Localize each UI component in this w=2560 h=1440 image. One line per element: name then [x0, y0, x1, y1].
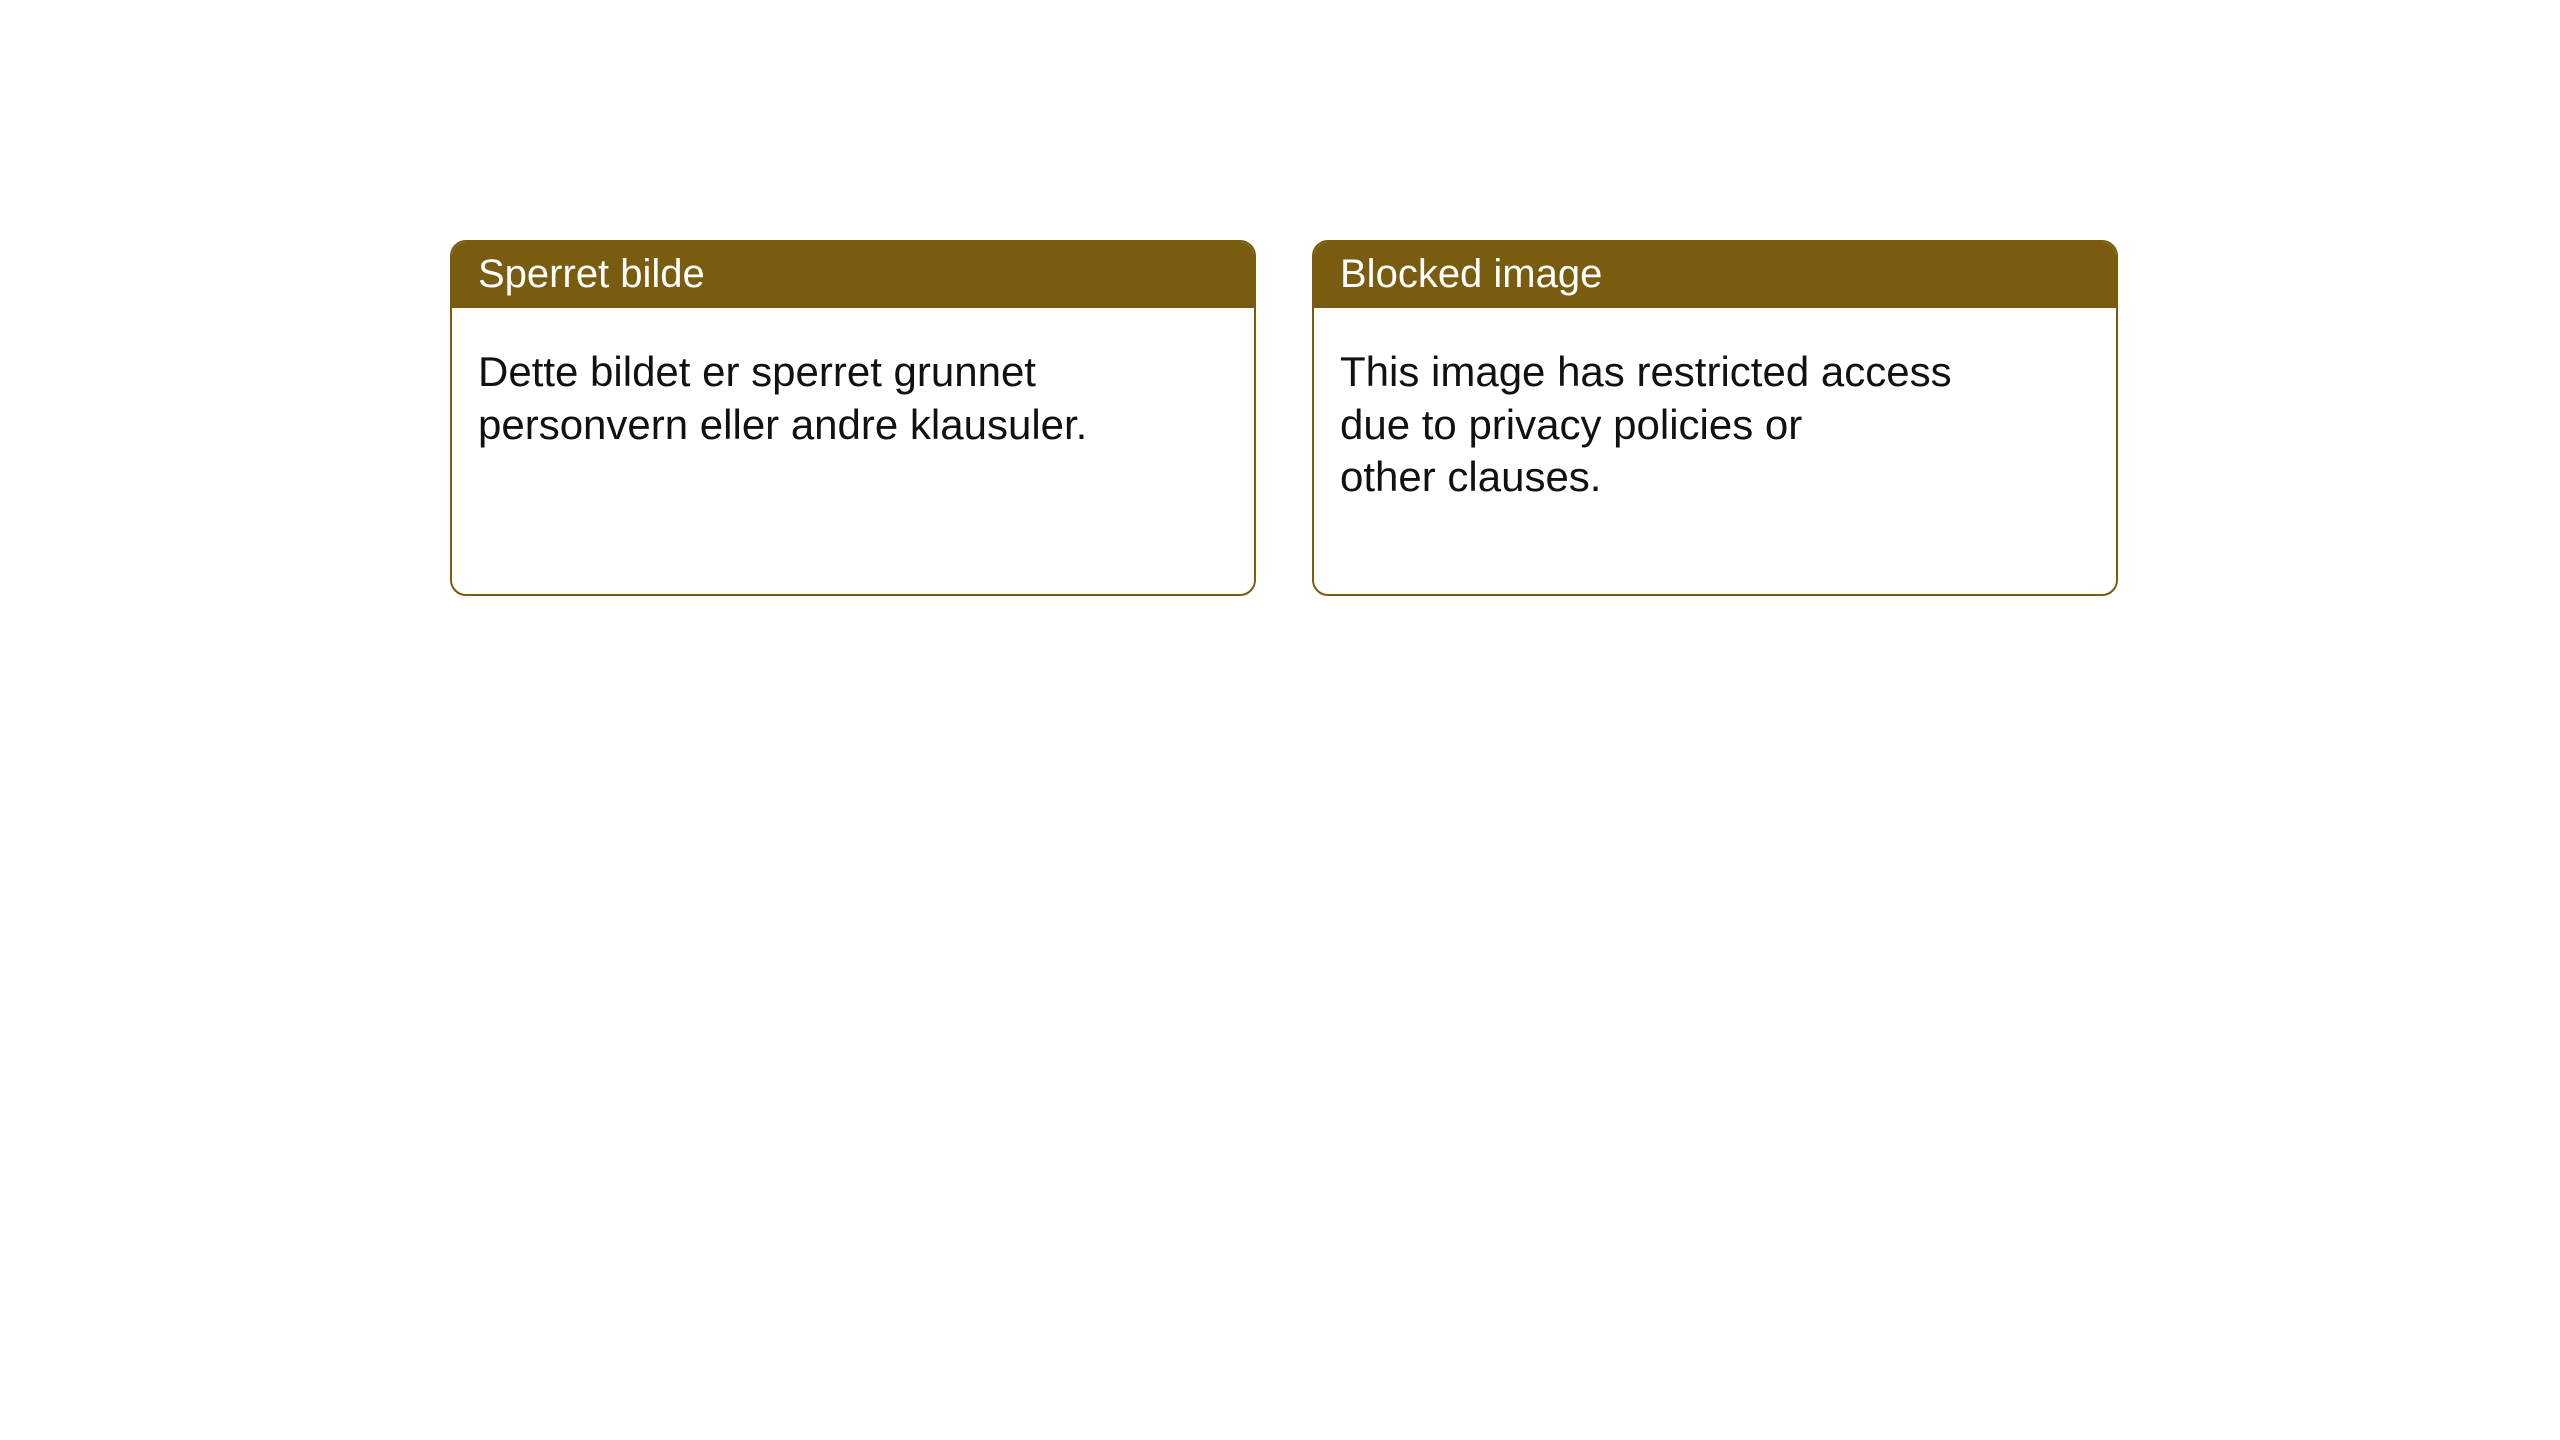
card-title: Blocked image — [1314, 242, 2116, 308]
card-title: Sperret bilde — [452, 242, 1254, 308]
card-body-text: Dette bildet er sperret grunnet personve… — [452, 308, 1254, 541]
card-body-text: This image has restricted access due to … — [1314, 308, 2116, 594]
notice-card-norwegian: Sperret bilde Dette bildet er sperret gr… — [450, 240, 1256, 596]
notice-cards-container: Sperret bilde Dette bildet er sperret gr… — [0, 0, 2560, 596]
notice-card-english: Blocked image This image has restricted … — [1312, 240, 2118, 596]
